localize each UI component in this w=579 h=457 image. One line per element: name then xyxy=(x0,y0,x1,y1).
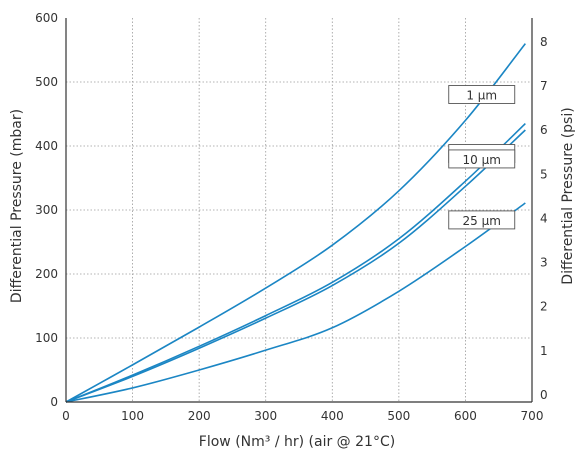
x-tick-label-4: 400 xyxy=(321,409,344,423)
y-tick-label-left-5: 500 xyxy=(35,75,58,89)
y-tick-label-left-0: 0 xyxy=(50,395,58,409)
x-tick-label-1: 100 xyxy=(121,409,144,423)
y-tick-label-left-1: 100 xyxy=(35,331,58,345)
series-line-1 xyxy=(65,123,526,403)
x-axis-title: Flow (Nm³ / hr) (air @ 21°C) xyxy=(199,434,395,450)
series-label-text-2: 10 µm xyxy=(463,153,501,167)
y-tick-label-right-5: 5 xyxy=(540,167,548,181)
x-tick-label-2: 200 xyxy=(188,409,211,423)
series-line-0 xyxy=(65,43,526,403)
y-tick-label-left-4: 400 xyxy=(35,139,58,153)
y-tick-label-right-3: 3 xyxy=(540,256,548,270)
series-label-box-2 xyxy=(448,149,516,169)
series-label-2: 10 µm xyxy=(448,149,516,169)
y-tick-label-right-2: 2 xyxy=(540,300,548,314)
y-tick-label-right-0: 0 xyxy=(540,388,548,402)
x-tick-label-3: 300 xyxy=(254,409,277,423)
series-label-0: 1 µm xyxy=(448,85,516,104)
y-tick-label-right-1: 1 xyxy=(540,344,548,358)
x-tick-label-6: 600 xyxy=(454,409,477,423)
series-lines xyxy=(65,43,526,403)
y-axis-title-left: Differential Pressure (mbar) xyxy=(9,109,25,303)
y-axis-title-right: Differential Pressure (psi) xyxy=(560,107,576,284)
y-tick-label-left-3: 300 xyxy=(35,203,58,217)
series-label-box-3 xyxy=(448,210,516,230)
y-tick-label-right-7: 7 xyxy=(540,79,548,93)
series-label-text-0: 1 µm xyxy=(466,89,497,103)
y-tick-label-right-4: 4 xyxy=(540,211,548,225)
series-line-2 xyxy=(65,129,526,403)
x-tick-label-7: 700 xyxy=(521,409,544,423)
y-tick-label-left-2: 200 xyxy=(35,267,58,281)
series-label-text-3: 25 µm xyxy=(463,214,501,228)
x-tick-label-0: 0 xyxy=(62,409,70,423)
grid xyxy=(66,18,532,402)
series-line-3 xyxy=(65,202,526,403)
series-label-box-0 xyxy=(448,85,516,104)
x-tick-label-5: 500 xyxy=(387,409,410,423)
y-tick-label-left-6: 600 xyxy=(35,11,58,25)
y-tick-label-right-6: 6 xyxy=(540,123,548,137)
axes: 0 100 200 300 400 500 600 700010020030040050060… xyxy=(35,11,548,423)
series-label-3: 25 µm xyxy=(448,210,516,230)
y-tick-label-right-8: 8 xyxy=(540,35,548,49)
